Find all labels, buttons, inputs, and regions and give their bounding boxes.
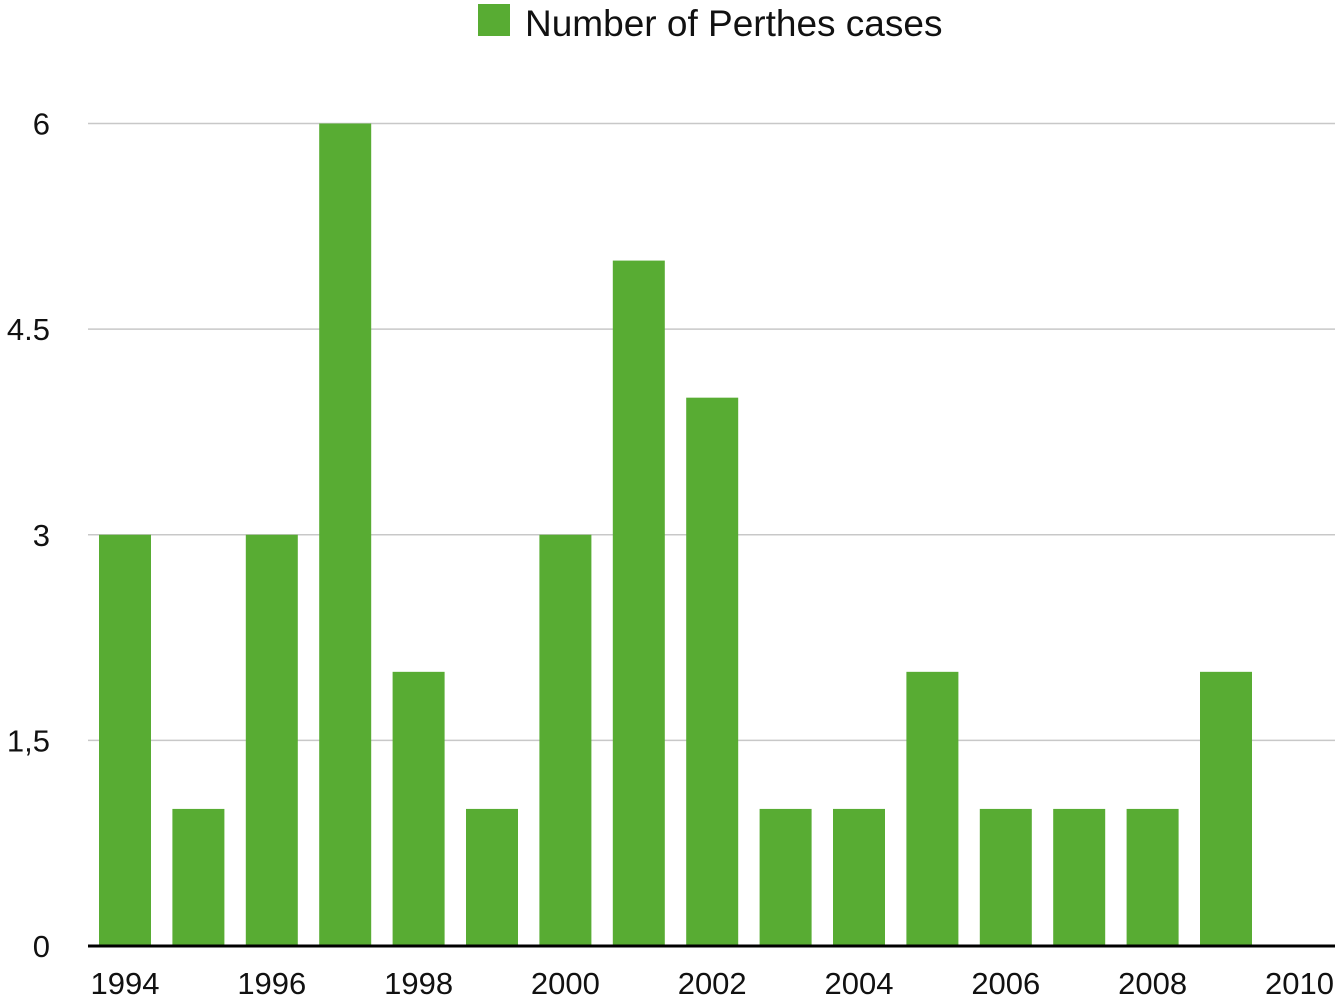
x-tick-label: 1996 bbox=[237, 966, 306, 1000]
bar-1998 bbox=[392, 671, 445, 946]
bar-1994 bbox=[99, 534, 151, 946]
y-tick-label: 0 bbox=[33, 929, 50, 964]
bar-2007 bbox=[1053, 808, 1106, 946]
x-tick-label: 1994 bbox=[91, 966, 160, 1000]
bar-2009 bbox=[1200, 671, 1252, 946]
bar-1997 bbox=[319, 123, 372, 946]
legend-label: Number of Perthes cases bbox=[525, 3, 942, 44]
x-tick-label: 2006 bbox=[971, 966, 1040, 1000]
bar-2004 bbox=[833, 808, 885, 946]
x-tick-label: 2002 bbox=[678, 966, 747, 1000]
legend-swatch bbox=[478, 4, 510, 36]
x-tick-label: 2010 bbox=[1265, 966, 1334, 1000]
bar-1995 bbox=[172, 808, 225, 946]
bar-2000 bbox=[539, 534, 592, 946]
bar-2002 bbox=[686, 397, 739, 947]
bar-2001 bbox=[612, 260, 665, 946]
y-tick-label: 4.5 bbox=[7, 312, 50, 347]
bar-2006 bbox=[979, 808, 1032, 946]
bar-2003 bbox=[759, 808, 812, 946]
y-tick-label: 3 bbox=[33, 518, 50, 553]
y-tick-label: 6 bbox=[33, 107, 50, 142]
x-tick-label: 1998 bbox=[384, 966, 453, 1000]
legend: Number of Perthes cases bbox=[478, 3, 942, 44]
bar-2008 bbox=[1126, 808, 1179, 946]
x-tick-label: 2000 bbox=[531, 966, 600, 1000]
bar-1999 bbox=[466, 808, 518, 946]
x-axis-tick-labels: 1994 1996 1998 2000 2002 2004 2006 2008 2010 bbox=[91, 966, 1334, 1000]
x-tick-label: 2008 bbox=[1118, 966, 1187, 1000]
y-axis-tick-labels: 0 1,5 3 4.5 6 bbox=[7, 107, 50, 965]
bar-1996 bbox=[245, 534, 298, 946]
y-tick-label: 1,5 bbox=[7, 723, 50, 758]
bars bbox=[99, 123, 1252, 947]
x-tick-label: 2004 bbox=[825, 966, 894, 1000]
bar-2005 bbox=[906, 671, 959, 946]
